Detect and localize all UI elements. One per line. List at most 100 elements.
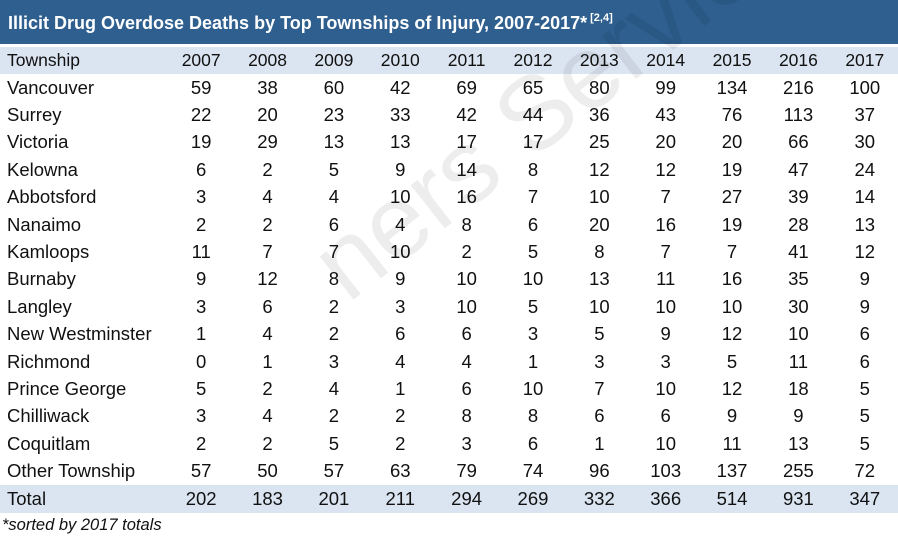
death-count-cell: 10 xyxy=(389,241,411,263)
death-count-cell: 11 xyxy=(656,268,676,290)
death-count-cell: 36 xyxy=(589,104,610,126)
township-name-cell: Vancouver xyxy=(7,76,95,98)
death-count-cell: 7 xyxy=(594,377,605,399)
death-count-cell: 255 xyxy=(782,460,814,482)
death-count-cell: 9 xyxy=(859,268,870,290)
death-count-cell: 11 xyxy=(722,432,742,454)
death-count-cell: 6 xyxy=(461,323,472,345)
death-count-cell: 8 xyxy=(527,405,539,427)
column-header-year: 2013 xyxy=(579,50,619,70)
death-count-cell: 4 xyxy=(395,213,406,235)
death-count-cell: 5 xyxy=(859,405,870,427)
death-count-cell: 65 xyxy=(522,76,544,98)
column-header-year: 2009 xyxy=(314,50,354,70)
death-count-cell: 50 xyxy=(257,460,278,482)
death-count-cell: 7 xyxy=(527,186,539,208)
township-name-cell: Richmond xyxy=(7,350,91,372)
death-count-cell: 14 xyxy=(456,158,477,180)
table-row: Langley 3 6 2 3 10 5 10 10 10 30 9 xyxy=(0,293,898,320)
table-title-bar: Illicit Drug Overdose Deaths by Top Town… xyxy=(0,0,898,44)
death-count-cell: 0 xyxy=(196,350,207,372)
death-count-cell: 12 xyxy=(721,377,743,399)
death-count-cell: 18 xyxy=(788,377,809,399)
death-count-cell: 27 xyxy=(721,186,743,208)
death-count-cell: 1 xyxy=(527,350,539,372)
column-header-year: 2016 xyxy=(778,50,818,70)
death-count-cell: 11 xyxy=(788,350,809,372)
township-name-cell: Chilliwack xyxy=(7,405,90,427)
death-count-cell: 2 xyxy=(328,405,340,427)
death-count-cell: 19 xyxy=(190,131,212,153)
death-count-cell: 8 xyxy=(461,405,472,427)
column-header-year: 2012 xyxy=(513,50,553,70)
overdose-deaths-table: Township 2007 2008 2009 2010 2011 2012 2013 2014… xyxy=(0,47,898,513)
column-header-year: 2008 xyxy=(248,50,287,70)
column-header-township: Township xyxy=(7,50,80,70)
death-count-cell: 6 xyxy=(527,213,539,235)
death-count-cell: 20 xyxy=(589,213,610,235)
death-count-cell: 63 xyxy=(389,460,411,482)
death-count-cell: 22 xyxy=(190,104,212,126)
death-count-cell: 2 xyxy=(196,213,207,235)
death-count-cell: 5 xyxy=(328,432,340,454)
death-count-cell: 6 xyxy=(527,432,539,454)
death-count-cell: 2 xyxy=(395,432,406,454)
death-count-cell: 69 xyxy=(456,76,477,98)
death-count-cell: 44 xyxy=(522,104,544,126)
death-count-cell: 16 xyxy=(456,186,477,208)
death-count-cell: 7 xyxy=(726,241,738,263)
death-count-cell: 57 xyxy=(190,460,212,482)
death-count-cell: 10 xyxy=(589,295,610,317)
death-count-cell: 17 xyxy=(456,131,477,153)
death-count-cell: 25 xyxy=(589,131,610,153)
death-count-cell: 9 xyxy=(660,323,671,345)
death-count-cell: 8 xyxy=(594,241,605,263)
column-header-year: 2011 xyxy=(447,50,486,70)
death-count-cell: 10 xyxy=(456,268,477,290)
death-count-cell: 10 xyxy=(655,432,676,454)
column-header-year: 2015 xyxy=(712,50,752,70)
death-count-cell: 5 xyxy=(726,350,738,372)
death-count-cell: 16 xyxy=(655,213,676,235)
township-name-cell: Abbotsford xyxy=(7,186,97,208)
death-count-cell: 10 xyxy=(389,186,411,208)
death-count-cell: 7 xyxy=(660,241,671,263)
death-count-cell: 12 xyxy=(589,158,610,180)
death-count-cell: 42 xyxy=(456,104,477,126)
death-count-cell: 4 xyxy=(262,323,273,345)
death-count-cell: 35 xyxy=(788,268,809,290)
township-name-cell: Coquitlam xyxy=(7,432,91,454)
total-count-cell: 366 xyxy=(650,487,682,509)
death-count-cell: 4 xyxy=(328,186,340,208)
death-count-cell: 47 xyxy=(788,158,809,180)
total-row: Total 202 183 201 211 294 269 332 366 514 931 347 xyxy=(0,484,898,513)
death-count-cell: 5 xyxy=(594,323,605,345)
death-count-cell: 8 xyxy=(527,158,539,180)
death-count-cell: 5 xyxy=(859,377,870,399)
header-row: Township 2007 2008 2009 2010 2011 2012 2013 2014… xyxy=(0,47,898,74)
death-count-cell: 6 xyxy=(196,158,207,180)
death-count-cell: 13 xyxy=(589,268,610,290)
death-count-cell: 2 xyxy=(262,213,273,235)
death-count-cell: 9 xyxy=(395,268,406,290)
column-header-year: 2014 xyxy=(646,50,686,70)
table-row: Surrey 22 20 23 33 42 44 36 43 76 113 37 xyxy=(0,101,898,128)
death-count-cell: 76 xyxy=(721,104,743,126)
death-count-cell: 137 xyxy=(716,460,748,482)
death-count-cell: 74 xyxy=(522,460,544,482)
township-name-cell: Kamloops xyxy=(7,241,90,263)
table-row: Abbotsford 3 4 4 10 16 7 10 7 27 39 14 xyxy=(0,184,898,211)
death-count-cell: 79 xyxy=(456,460,477,482)
death-count-cell: 13 xyxy=(788,432,809,454)
total-label-cell: Total xyxy=(7,487,47,509)
death-count-cell: 6 xyxy=(395,323,406,345)
table-row: Other Township 57 50 57 63 79 74 96 103 137 255 72 xyxy=(0,457,898,484)
township-name-cell: Langley xyxy=(7,295,72,317)
death-count-cell: 1 xyxy=(196,323,207,345)
death-count-cell: 6 xyxy=(262,295,273,317)
death-count-cell: 113 xyxy=(783,104,814,126)
death-count-cell: 3 xyxy=(328,350,340,372)
total-count-cell: 332 xyxy=(583,487,615,509)
death-count-cell: 33 xyxy=(389,104,411,126)
death-count-cell: 29 xyxy=(257,131,278,153)
